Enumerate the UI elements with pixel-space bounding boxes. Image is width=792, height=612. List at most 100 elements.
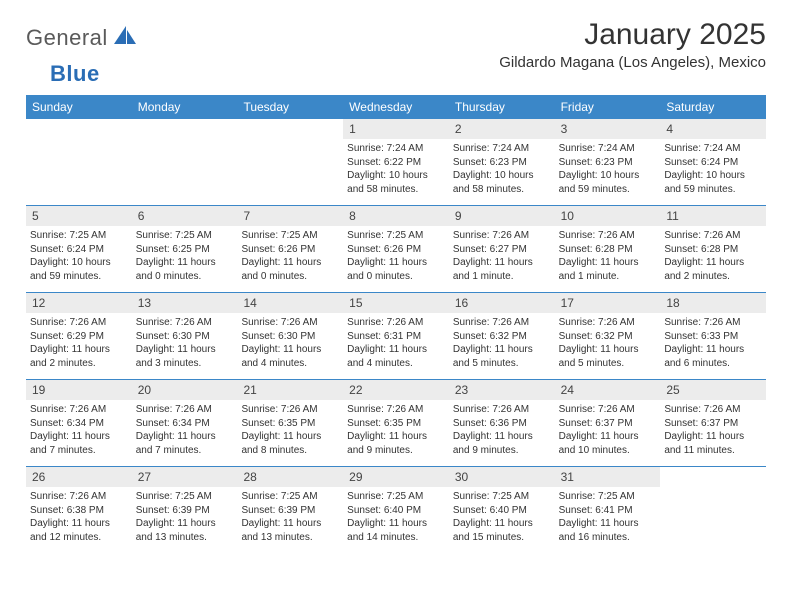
sunset-line: Sunset: 6:33 PM — [664, 330, 764, 344]
calendar-grid: SundayMondayTuesdayWednesdayThursdayFrid… — [26, 95, 766, 553]
day-details: Sunrise: 7:26 AMSunset: 6:32 PMDaylight:… — [555, 316, 661, 370]
sunrise-line: Sunrise: 7:26 AM — [664, 229, 764, 243]
daylight-line-1: Daylight: 11 hours — [241, 430, 341, 444]
calendar-cell: 13Sunrise: 7:26 AMSunset: 6:30 PMDayligh… — [132, 293, 238, 379]
daylight-line-2: and 7 minutes. — [30, 444, 130, 458]
calendar-cell: 30Sunrise: 7:25 AMSunset: 6:40 PMDayligh… — [449, 467, 555, 553]
calendar-cell: 17Sunrise: 7:26 AMSunset: 6:32 PMDayligh… — [555, 293, 661, 379]
day-number: 22 — [343, 380, 449, 400]
daylight-line-1: Daylight: 11 hours — [453, 256, 553, 270]
calendar-cell: 12Sunrise: 7:26 AMSunset: 6:29 PMDayligh… — [26, 293, 132, 379]
calendar-page: General January 2025 Gildardo Magana (Lo… — [0, 0, 792, 553]
calendar-week: 5Sunrise: 7:25 AMSunset: 6:24 PMDaylight… — [26, 205, 766, 292]
day-details: Sunrise: 7:26 AMSunset: 6:34 PMDaylight:… — [132, 403, 238, 457]
daylight-line-1: Daylight: 11 hours — [136, 343, 236, 357]
sunset-line: Sunset: 6:28 PM — [559, 243, 659, 257]
daylight-line-1: Daylight: 11 hours — [241, 256, 341, 270]
sunrise-line: Sunrise: 7:25 AM — [453, 490, 553, 504]
daylight-line-1: Daylight: 11 hours — [559, 430, 659, 444]
sunrise-line: Sunrise: 7:25 AM — [241, 229, 341, 243]
sunrise-line: Sunrise: 7:26 AM — [241, 316, 341, 330]
calendar-cell: 23Sunrise: 7:26 AMSunset: 6:36 PMDayligh… — [449, 380, 555, 466]
calendar-cell: 3Sunrise: 7:24 AMSunset: 6:23 PMDaylight… — [555, 119, 661, 205]
day-details: Sunrise: 7:26 AMSunset: 6:28 PMDaylight:… — [660, 229, 766, 283]
daylight-line-1: Daylight: 10 hours — [559, 169, 659, 183]
brand-logo: General — [26, 18, 140, 51]
day-details: Sunrise: 7:26 AMSunset: 6:37 PMDaylight:… — [660, 403, 766, 457]
calendar-cell: 31Sunrise: 7:25 AMSunset: 6:41 PMDayligh… — [555, 467, 661, 553]
sunrise-line: Sunrise: 7:25 AM — [136, 490, 236, 504]
weekday-header-row: SundayMondayTuesdayWednesdayThursdayFrid… — [26, 95, 766, 119]
sunrise-line: Sunrise: 7:25 AM — [347, 229, 447, 243]
day-details: Sunrise: 7:26 AMSunset: 6:36 PMDaylight:… — [449, 403, 555, 457]
sunset-line: Sunset: 6:39 PM — [241, 504, 341, 518]
daylight-line-1: Daylight: 11 hours — [347, 430, 447, 444]
weekday-header: Friday — [555, 95, 661, 119]
sunset-line: Sunset: 6:24 PM — [664, 156, 764, 170]
daylight-line-2: and 2 minutes. — [30, 357, 130, 371]
brand-text-1: General — [26, 25, 108, 51]
calendar-week: 1Sunrise: 7:24 AMSunset: 6:22 PMDaylight… — [26, 119, 766, 205]
daylight-line-1: Daylight: 11 hours — [30, 430, 130, 444]
daylight-line-1: Daylight: 11 hours — [136, 256, 236, 270]
daylight-line-2: and 1 minute. — [559, 270, 659, 284]
sunrise-line: Sunrise: 7:26 AM — [453, 316, 553, 330]
daylight-line-1: Daylight: 11 hours — [453, 343, 553, 357]
brand-text-2: Blue — [50, 61, 100, 87]
weekday-header: Tuesday — [237, 95, 343, 119]
calendar-cell: 25Sunrise: 7:26 AMSunset: 6:37 PMDayligh… — [660, 380, 766, 466]
day-details: Sunrise: 7:25 AMSunset: 6:24 PMDaylight:… — [26, 229, 132, 283]
sunset-line: Sunset: 6:41 PM — [559, 504, 659, 518]
daylight-line-1: Daylight: 10 hours — [347, 169, 447, 183]
daylight-line-1: Daylight: 10 hours — [30, 256, 130, 270]
calendar-cell: 4Sunrise: 7:24 AMSunset: 6:24 PMDaylight… — [660, 119, 766, 205]
sunrise-line: Sunrise: 7:24 AM — [559, 142, 659, 156]
daylight-line-2: and 1 minute. — [453, 270, 553, 284]
sunrise-line: Sunrise: 7:24 AM — [664, 142, 764, 156]
calendar-cell: 18Sunrise: 7:26 AMSunset: 6:33 PMDayligh… — [660, 293, 766, 379]
day-details: Sunrise: 7:25 AMSunset: 6:41 PMDaylight:… — [555, 490, 661, 544]
sunrise-line: Sunrise: 7:26 AM — [241, 403, 341, 417]
sunrise-line: Sunrise: 7:26 AM — [136, 403, 236, 417]
daylight-line-2: and 59 minutes. — [30, 270, 130, 284]
sunrise-line: Sunrise: 7:26 AM — [347, 316, 447, 330]
calendar-cell: 16Sunrise: 7:26 AMSunset: 6:32 PMDayligh… — [449, 293, 555, 379]
daylight-line-2: and 15 minutes. — [453, 531, 553, 545]
day-details: Sunrise: 7:25 AMSunset: 6:39 PMDaylight:… — [237, 490, 343, 544]
daylight-line-1: Daylight: 11 hours — [241, 343, 341, 357]
day-details: Sunrise: 7:24 AMSunset: 6:22 PMDaylight:… — [343, 142, 449, 196]
calendar-cell: 5Sunrise: 7:25 AMSunset: 6:24 PMDaylight… — [26, 206, 132, 292]
day-number: 8 — [343, 206, 449, 226]
day-number: 7 — [237, 206, 343, 226]
daylight-line-1: Daylight: 11 hours — [664, 343, 764, 357]
day-number: 3 — [555, 119, 661, 139]
day-number: 4 — [660, 119, 766, 139]
sunrise-line: Sunrise: 7:26 AM — [559, 229, 659, 243]
sunset-line: Sunset: 6:40 PM — [453, 504, 553, 518]
day-details: Sunrise: 7:26 AMSunset: 6:38 PMDaylight:… — [26, 490, 132, 544]
sunrise-line: Sunrise: 7:26 AM — [664, 316, 764, 330]
day-details: Sunrise: 7:25 AMSunset: 6:25 PMDaylight:… — [132, 229, 238, 283]
day-number: 11 — [660, 206, 766, 226]
daylight-line-2: and 58 minutes. — [347, 183, 447, 197]
calendar-week: 12Sunrise: 7:26 AMSunset: 6:29 PMDayligh… — [26, 292, 766, 379]
sunrise-line: Sunrise: 7:25 AM — [136, 229, 236, 243]
sunset-line: Sunset: 6:32 PM — [453, 330, 553, 344]
day-number: 2 — [449, 119, 555, 139]
daylight-line-2: and 5 minutes. — [559, 357, 659, 371]
daylight-line-2: and 4 minutes. — [241, 357, 341, 371]
sunset-line: Sunset: 6:34 PM — [30, 417, 130, 431]
sunset-line: Sunset: 6:36 PM — [453, 417, 553, 431]
calendar-cell-empty — [26, 119, 132, 205]
daylight-line-1: Daylight: 11 hours — [559, 343, 659, 357]
calendar-cell: 27Sunrise: 7:25 AMSunset: 6:39 PMDayligh… — [132, 467, 238, 553]
day-details: Sunrise: 7:26 AMSunset: 6:31 PMDaylight:… — [343, 316, 449, 370]
calendar-cell: 19Sunrise: 7:26 AMSunset: 6:34 PMDayligh… — [26, 380, 132, 466]
calendar-cell: 24Sunrise: 7:26 AMSunset: 6:37 PMDayligh… — [555, 380, 661, 466]
calendar-cell-empty — [132, 119, 238, 205]
daylight-line-2: and 59 minutes. — [559, 183, 659, 197]
sunrise-line: Sunrise: 7:26 AM — [453, 229, 553, 243]
day-number: 21 — [237, 380, 343, 400]
sunset-line: Sunset: 6:31 PM — [347, 330, 447, 344]
sunrise-line: Sunrise: 7:26 AM — [347, 403, 447, 417]
